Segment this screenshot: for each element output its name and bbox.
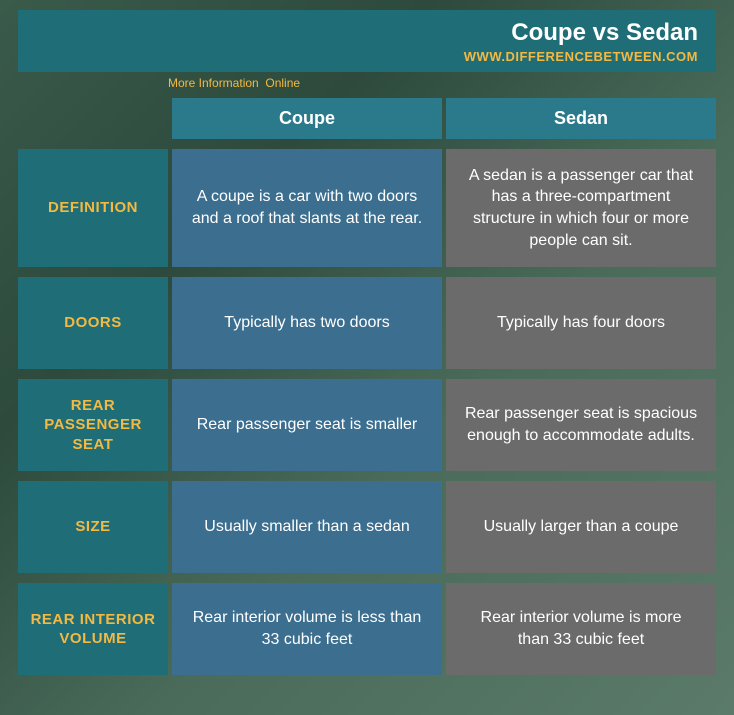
header-bar: Coupe vs Sedan WWW.DIFFERENCEBETWEEN.COM [18,10,716,72]
column-header-b: Sedan [446,98,716,139]
header-right: Coupe vs Sedan WWW.DIFFERENCEBETWEEN.COM [464,19,698,64]
page-title: Coupe vs Sedan [464,19,698,47]
rows-grid: DEFINITIONA coupe is a car with two door… [18,149,716,675]
site-url: WWW.DIFFERENCEBETWEEN.COM [464,49,698,64]
row-label: DEFINITION [18,149,168,267]
cell-coupe: A coupe is a car with two doors and a ro… [172,149,442,267]
cell-coupe: Rear passenger seat is smaller [172,379,442,471]
comparison-grid: Coupe Sedan [18,98,716,139]
cell-sedan: Rear passenger seat is spacious enough t… [446,379,716,471]
column-header-a: Coupe [172,98,442,139]
cell-sedan: Rear interior volume is more than 33 cub… [446,583,716,675]
row-label: REAR PASSENGER SEAT [18,379,168,471]
page-container: Coupe vs Sedan WWW.DIFFERENCEBETWEEN.COM… [0,0,734,715]
row-label: REAR INTERIOR VOLUME [18,583,168,675]
cell-coupe: Typically has two doors [172,277,442,369]
cell-sedan: A sedan is a passenger car that has a th… [446,149,716,267]
cell-sedan: Usually larger than a coupe [446,481,716,573]
row-label: DOORS [18,277,168,369]
cell-coupe: Usually smaller than a sedan [172,481,442,573]
cell-sedan: Typically has four doors [446,277,716,369]
row-label: SIZE [18,481,168,573]
subheader: More Information Online [18,72,716,94]
header-empty [18,98,168,139]
more-info-label: More Information Online [168,76,300,90]
cell-coupe: Rear interior volume is less than 33 cub… [172,583,442,675]
